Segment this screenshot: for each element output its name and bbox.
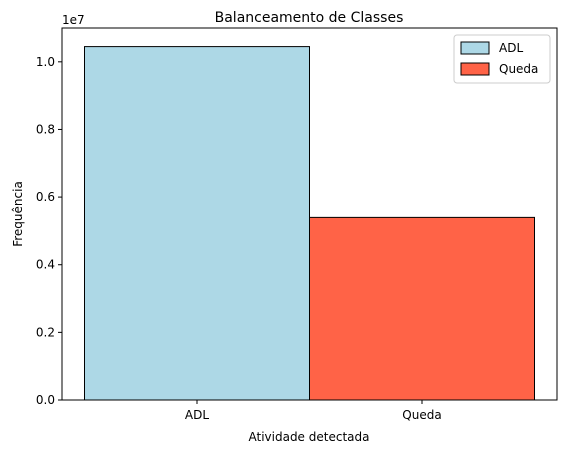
x-tick-label: Queda bbox=[402, 408, 441, 422]
y-tick-label: 1.0 bbox=[36, 55, 55, 69]
chart-title: Balanceamento de Classes bbox=[215, 10, 404, 26]
legend: ADL Queda bbox=[453, 34, 551, 84]
legend-swatch-adl bbox=[460, 41, 490, 55]
x-axis-label: Atividade detectada bbox=[249, 430, 370, 444]
y-tick-label: 0.2 bbox=[36, 325, 55, 339]
legend-label-adl: ADL bbox=[499, 41, 523, 55]
bars-group bbox=[84, 46, 535, 401]
x-tick-label: ADL bbox=[185, 408, 209, 422]
y-tick-label: 0.0 bbox=[36, 393, 55, 407]
plot-frame bbox=[61, 27, 558, 401]
legend-swatch-queda bbox=[460, 62, 490, 76]
legend-label-queda: Queda bbox=[499, 62, 538, 76]
y-tick-label: 0.6 bbox=[36, 190, 55, 204]
y-axis-offset-label: 1e7 bbox=[62, 13, 85, 27]
x-axis-ticks: ADL Queda bbox=[185, 400, 442, 422]
y-axis-label: Frequência bbox=[11, 181, 25, 247]
bar-adl bbox=[84, 46, 310, 401]
bar-queda bbox=[309, 216, 535, 401]
y-axis-ticks: 0.0 0.2 0.4 0.6 0.8 1.0 bbox=[36, 55, 62, 407]
y-tick-label: 0.8 bbox=[36, 122, 55, 136]
y-tick-label: 0.4 bbox=[36, 258, 55, 272]
